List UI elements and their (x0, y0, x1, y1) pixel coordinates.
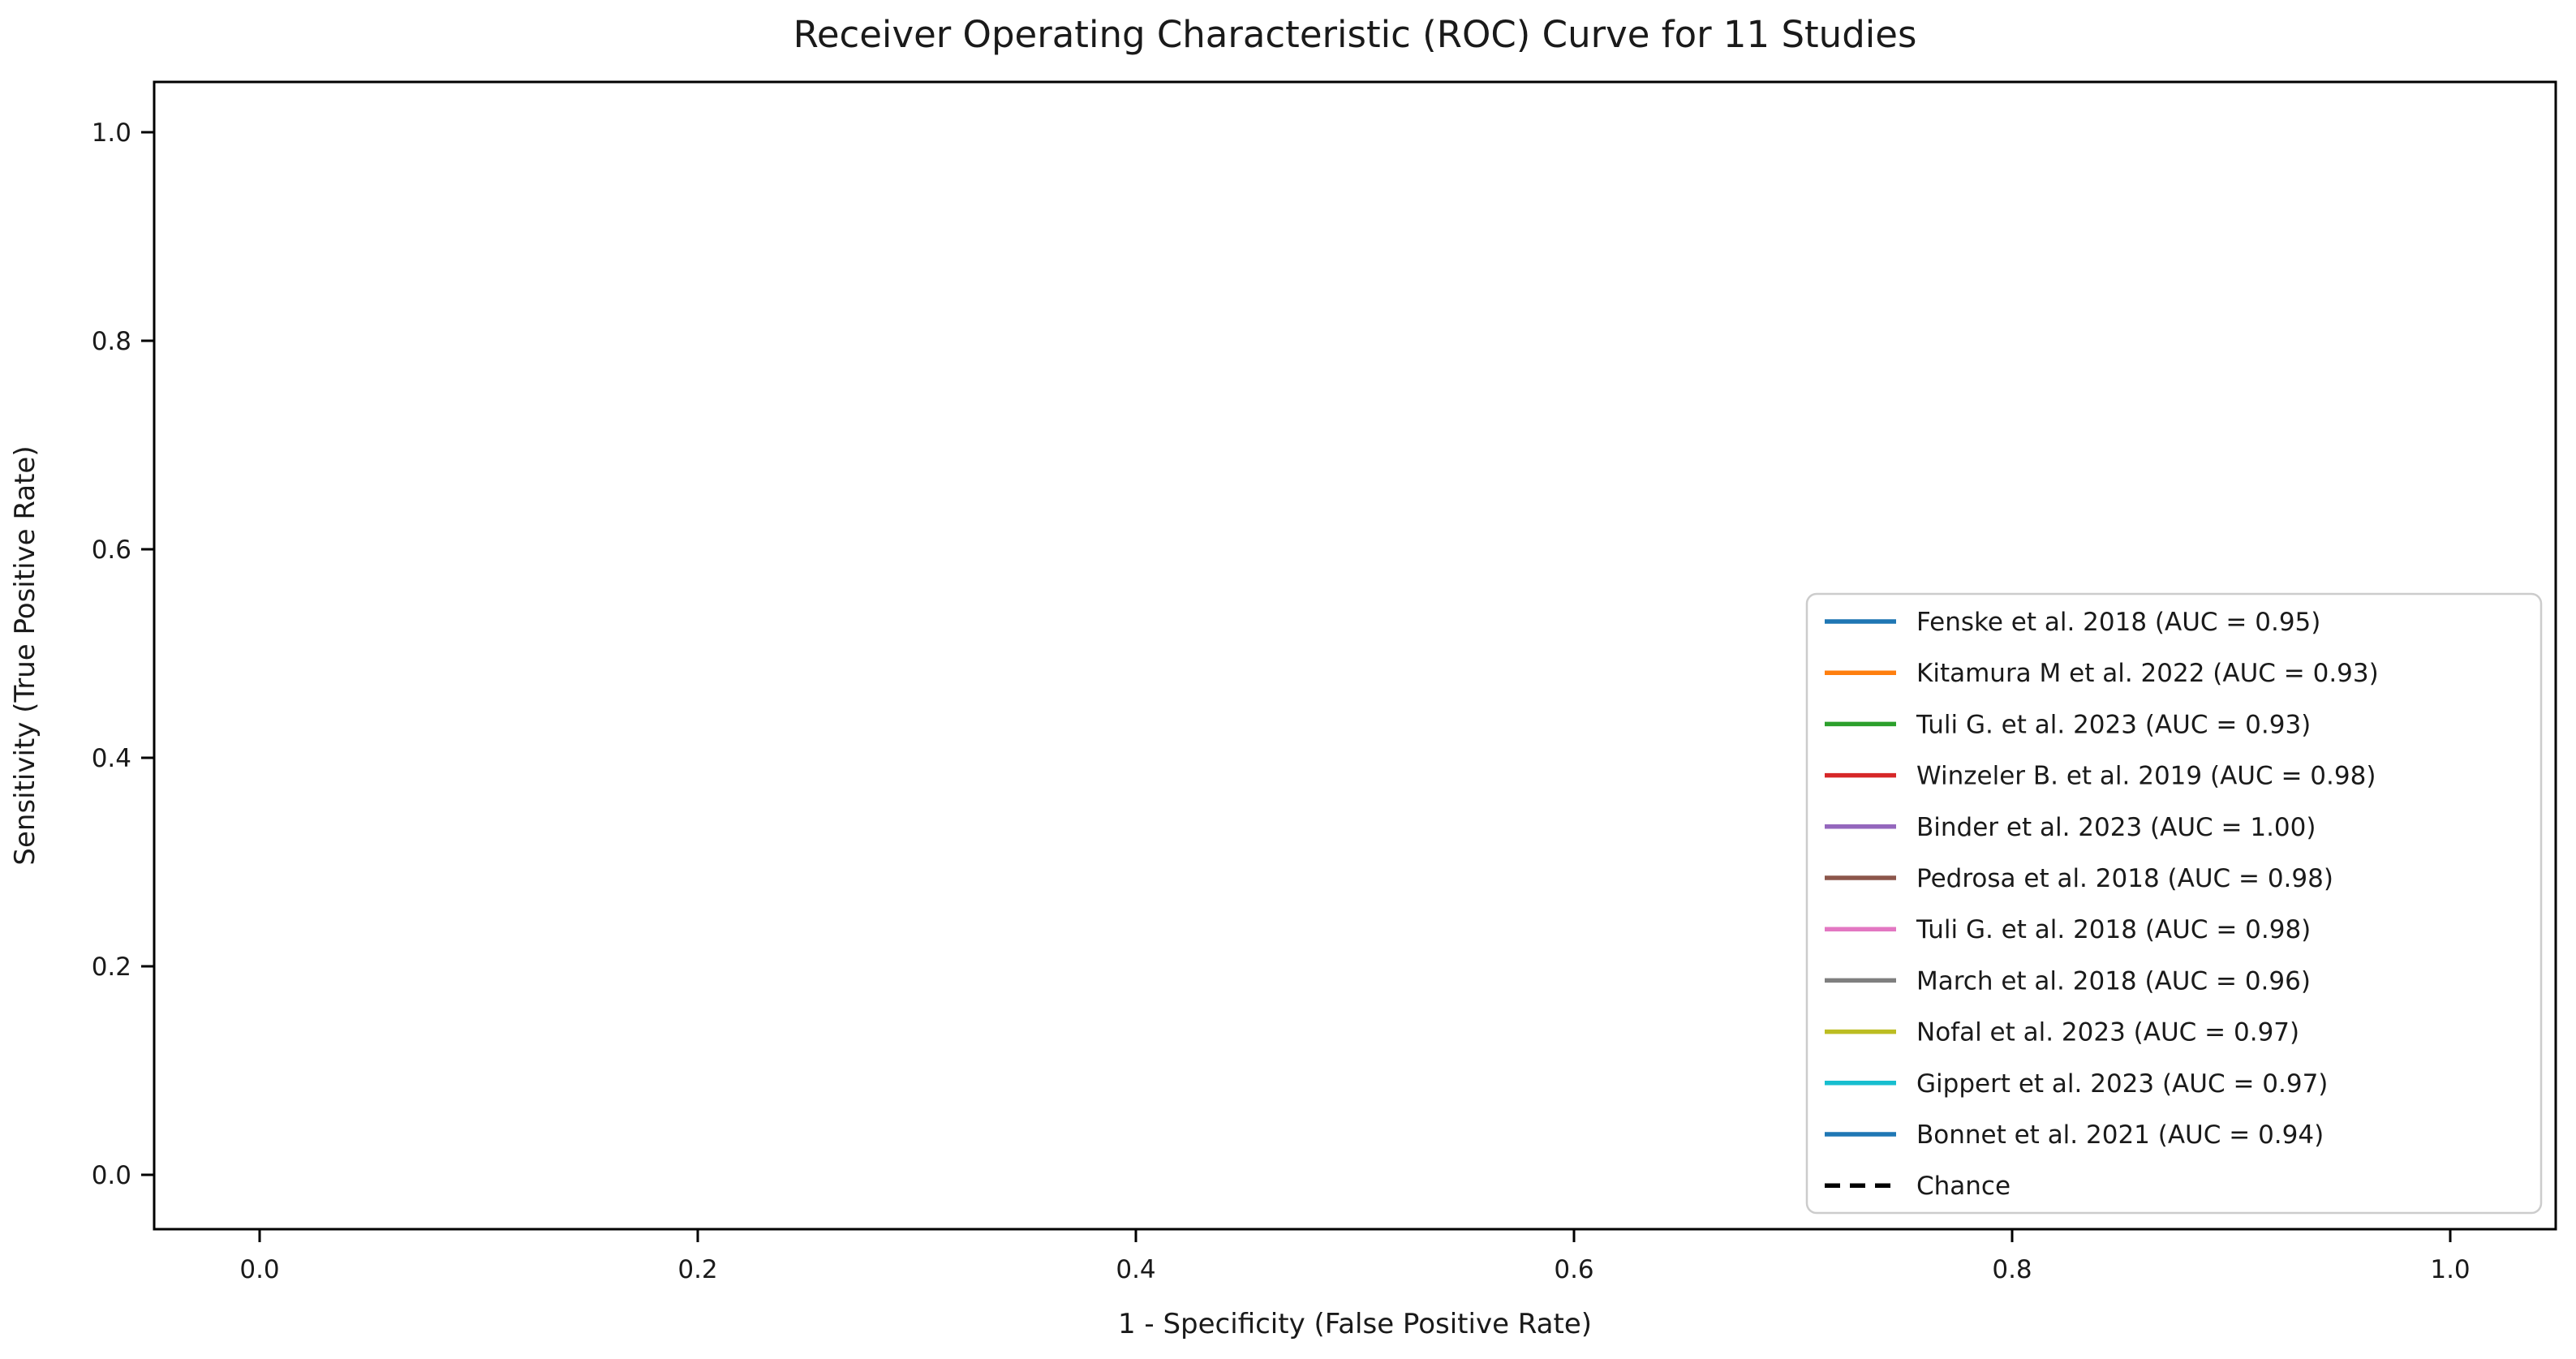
legend: Fenske et al. 2018 (AUC = 0.95) Kitamura … (1805, 592, 2543, 1215)
legend-entry-label: Pedrosa et al. 2018 (AUC = 0.98) (1916, 864, 2333, 893)
y-tick-label: 0.2 (92, 953, 131, 982)
legend-entry-label: Tuli G. et al. 2018 (AUC = 0.98) (1916, 915, 2311, 944)
legend-entry-label: Gippert et al. 2023 (AUC = 0.97) (1916, 1069, 2328, 1099)
x-axis-label: 1 - Specificity (False Positive Rate) (1118, 1308, 1592, 1340)
x-tick-label: 0.8 (1992, 1255, 2032, 1284)
legend-entry-label: Kitamura M et al. 2022 (AUC = 0.93) (1916, 659, 2379, 688)
y-tick-label: 0.0 (92, 1161, 131, 1190)
chart-title: Receiver Operating Characteristic (ROC) … (793, 13, 1917, 56)
legend-entry-label: March et al. 2018 (AUC = 0.96) (1916, 966, 2311, 996)
legend-entry-label: Fenske et al. 2018 (AUC = 0.95) (1916, 608, 2320, 637)
legend-box (1805, 592, 2543, 1215)
axis-ticks: 0.0 0.2 0.4 0.6 0.8 1.0 0.0 0.2 0.4 0.6 0.8 1.0 (92, 118, 2471, 1284)
legend-entry-label: Binder et al. 2023 (AUC = 1.00) (1916, 813, 2316, 842)
legend-entry-label: Bonnet et al. 2021 (AUC = 0.94) (1916, 1120, 2324, 1150)
legend-entry-label: Nofal et al. 2023 (AUC = 0.97) (1916, 1018, 2299, 1047)
y-axis-label: Sensitivity (True Positive Rate) (9, 445, 41, 865)
x-tick-label: 1.0 (2430, 1255, 2470, 1284)
x-tick-label: 0.4 (1116, 1255, 1155, 1284)
legend-entry-label: Tuli G. et al. 2023 (AUC = 0.93) (1916, 710, 2311, 739)
x-tick-label: 0.2 (677, 1255, 717, 1284)
y-tick-label: 1.0 (92, 118, 131, 148)
x-tick-label: 0.6 (1554, 1255, 1593, 1284)
y-tick-label: 0.8 (92, 327, 131, 356)
legend-entry-label: Winzeler B. et al. 2019 (AUC = 0.98) (1916, 762, 2376, 791)
legend-entry-label: Chance (1916, 1172, 2010, 1201)
y-tick-label: 0.4 (92, 744, 131, 773)
x-tick-label: 0.0 (239, 1255, 279, 1284)
y-tick-label: 0.6 (92, 535, 131, 565)
